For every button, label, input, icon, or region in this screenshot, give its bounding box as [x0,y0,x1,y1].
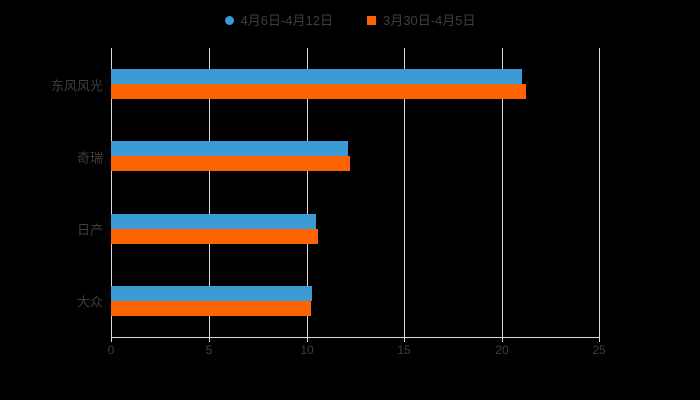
y-tick-label-3: 大众 [76,294,103,310]
x-tick-label-25: 25 [592,343,606,357]
gridline-0 [111,48,112,337]
y-tick-label-0: 东风风光 [50,78,103,94]
legend-entry-series-2[interactable]: 3月30日-4月5日 [367,14,475,27]
legend-entry-series-1[interactable]: 4月6日-4月12日 [224,12,333,28]
x-tick-mark-10 [307,337,308,342]
bar-series-1[interactable] [111,213,317,229]
legend-label-series-1: 4月6日-4月12日 [240,12,333,28]
x-tick-mark-5 [209,337,210,342]
bar-series-1[interactable] [111,141,348,157]
x-tick-label-15: 15 [397,343,411,357]
x-tick-mark-20 [502,337,503,342]
bar-series-1[interactable] [111,285,313,301]
chart-legend: 4月6日-4月12日 3月30日-4月5日 [0,8,700,32]
gridline-15 [404,48,405,337]
x-tick-label-0: 0 [107,343,115,357]
y-tick-label-1: 奇瑞 [76,150,103,166]
x-tick-mark-0 [111,337,112,342]
gridline-5 [209,48,210,337]
x-tick-label-20: 20 [495,343,509,357]
bar-series-1[interactable] [111,69,522,85]
gridline-25 [599,48,600,337]
x-tick-label-5: 5 [205,343,213,357]
x-tick-mark-15 [404,337,405,342]
gridline-10 [307,48,308,337]
bar-series-2[interactable] [111,228,319,244]
gridline-20 [502,48,503,337]
bar-series-2[interactable] [111,156,350,172]
y-tick-label-2: 日产 [76,222,103,238]
x-axis-line [111,337,600,338]
legend-square-marker-icon [367,15,376,25]
legend-label-series-2: 3月30日-4月5日 [383,12,476,28]
plot-area: 0 5 10 15 20 25 [108,48,606,356]
x-tick-mark-25 [599,337,600,342]
bar-series-2[interactable] [111,300,311,316]
x-tick-label-10: 10 [300,343,314,357]
legend-circle-marker-icon [224,15,234,25]
bar-series-2[interactable] [111,84,526,100]
